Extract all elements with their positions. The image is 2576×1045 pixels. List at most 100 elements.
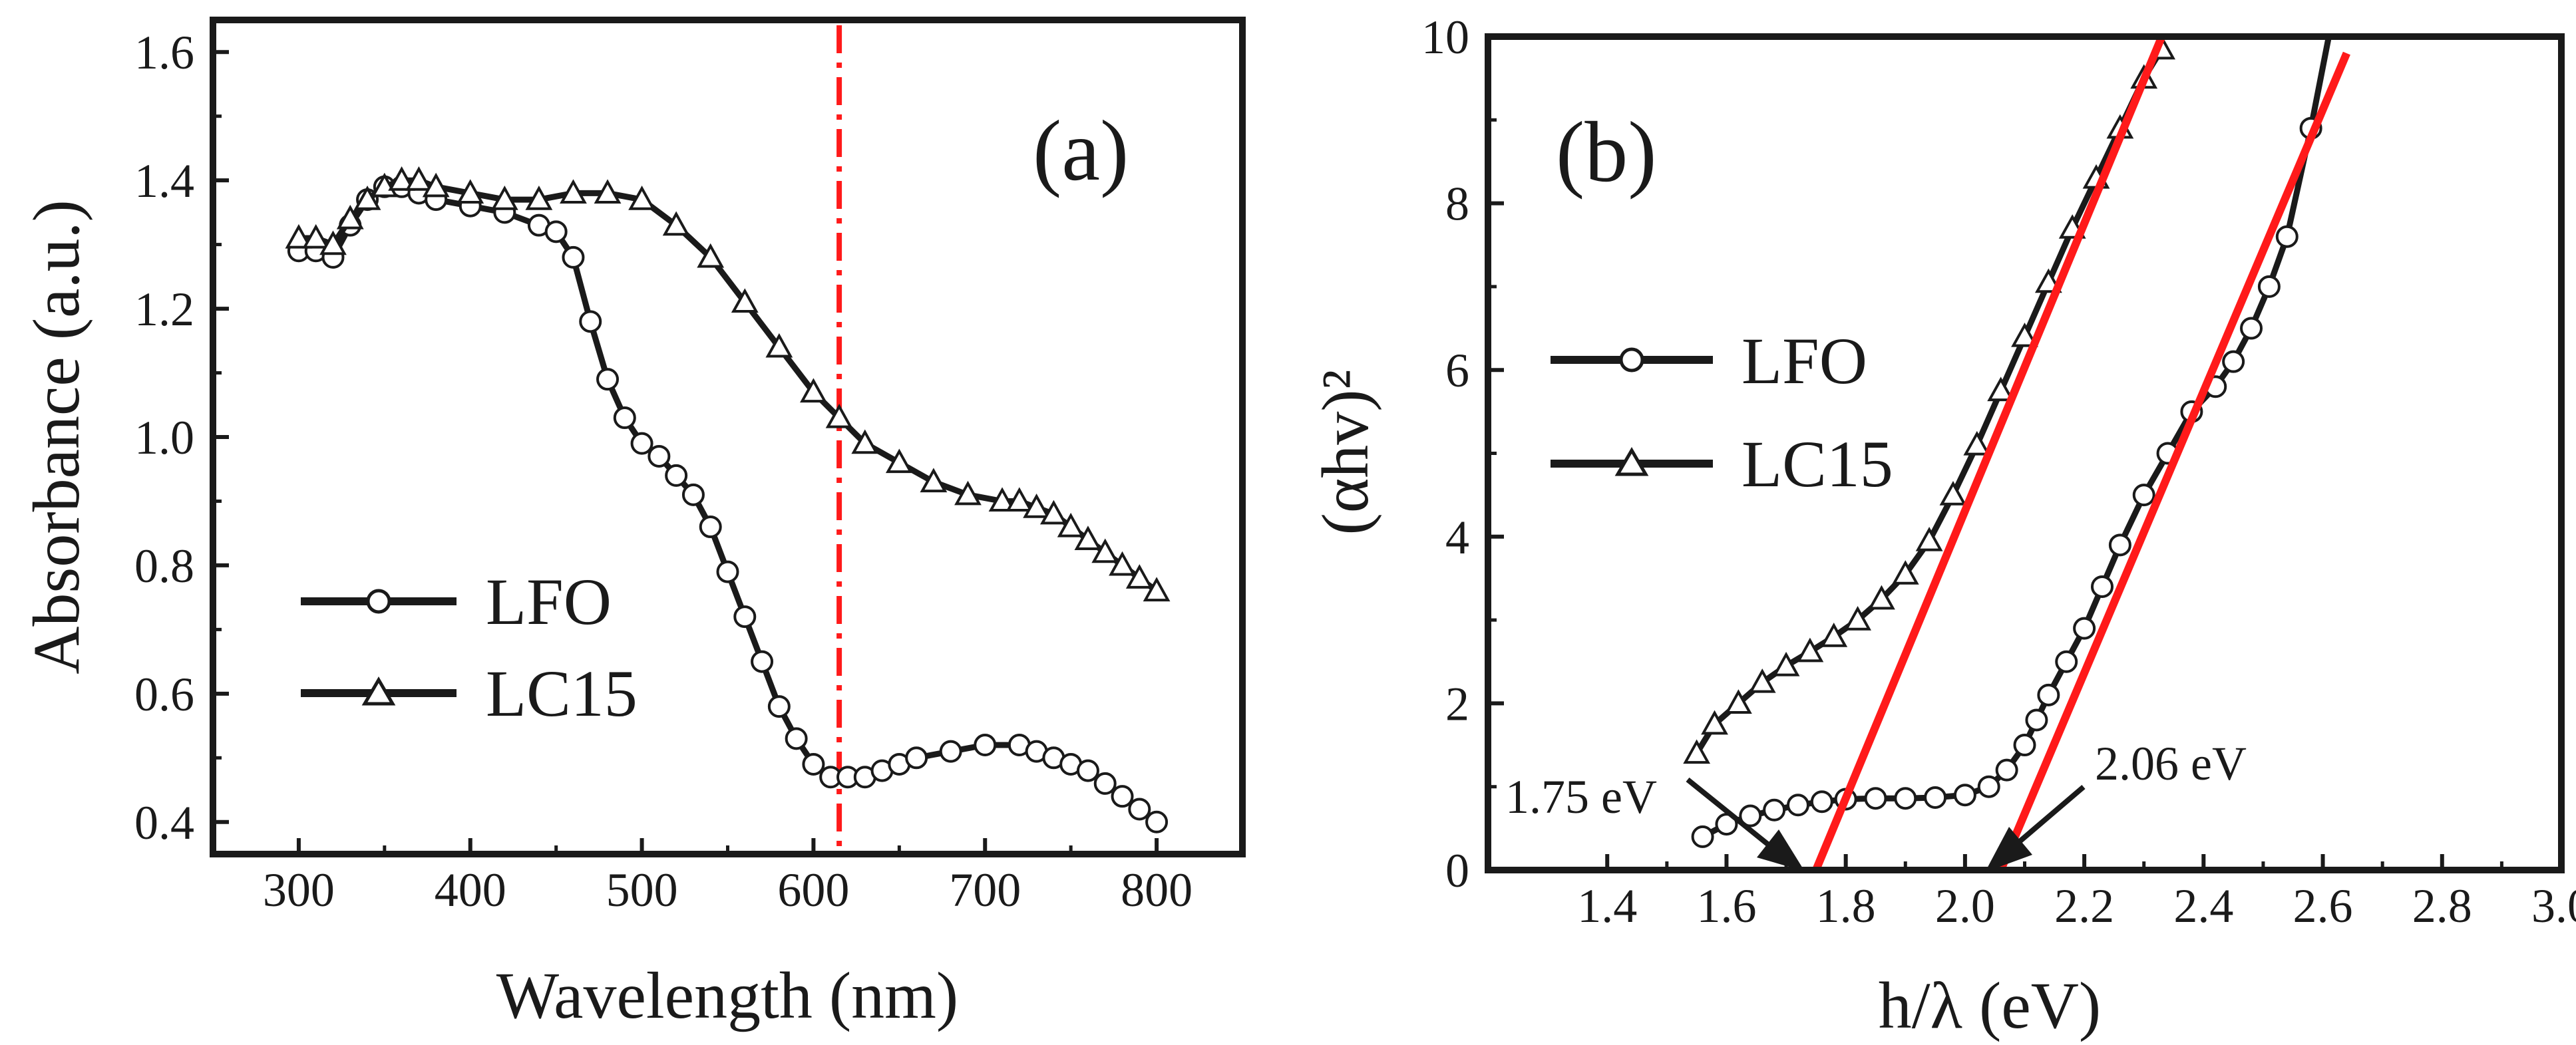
series-b-lc15-point (1748, 668, 1776, 693)
series-a-lc15-point (1039, 500, 1067, 525)
series-b-lfo-point (2025, 708, 2048, 732)
series-b-lfo-point (1786, 794, 1809, 817)
panel-b-x-tick-label: 1.8 (1816, 879, 1876, 933)
series-a-lc15-point (1091, 538, 1119, 563)
series-a-lc15-point (319, 230, 347, 255)
series-a-lc15-point (302, 224, 330, 249)
panel-a-y-tick-label: 0.8 (134, 539, 194, 593)
panel-b-plot-frame (1485, 33, 2565, 873)
legend-a-lc15-marker (361, 676, 396, 706)
panel-a-x-axis-title: Wavelength (nm) (496, 959, 958, 1032)
panel-a-ticks (213, 50, 1159, 854)
series-b-lfo-point (2257, 275, 2281, 298)
panel-b-label: (b) (1556, 104, 1657, 200)
panel-a-y-tick-label: 0.6 (134, 668, 194, 721)
series-a-lfo-point (716, 560, 739, 583)
panel-a-series (285, 166, 1171, 833)
series-b-lfo-point (2132, 484, 2155, 507)
series-a-lc15-point (851, 429, 879, 454)
series-a-lc15-point (388, 166, 416, 191)
panel-b-y-tick-label: 4 (1445, 511, 1469, 564)
series-a-lfo-point (733, 605, 757, 629)
series-a-lc15-point (731, 288, 759, 313)
panel-a-y-axis-title: Absorbance (a.u.) (19, 200, 93, 674)
panel-a-x-tick-label: 400 (435, 863, 506, 917)
panel-a-y-tick-label: 1.0 (134, 411, 194, 464)
panel-b-x-tick-label: 2.8 (2412, 879, 2472, 933)
legend-b-lfo-marker (1619, 347, 1644, 373)
series-a-lfo-point (1145, 810, 1169, 833)
annotation-2-06-ev-arrowhead (1985, 827, 2032, 872)
panel-b-y-tick-label: 0 (1445, 844, 1469, 897)
panel-b-y-tick-label: 6 (1445, 344, 1469, 397)
series-b-lfo-point (2222, 350, 2245, 373)
panel-b-legend: LFO LC15 (1551, 324, 1893, 501)
panel-b-x-axis-title: h/λ (eV) (1879, 969, 2101, 1042)
series-a-lc15-point (594, 179, 622, 204)
panel-a-legend: LFO LC15 (301, 565, 638, 730)
panel-a-y-tick-label: 1.4 (134, 154, 194, 208)
panel-b-x-tick-label: 3.0 (2531, 879, 2576, 933)
series-b-lfo-point (2055, 650, 2078, 673)
panel-a-y-tick-label: 1.6 (134, 26, 194, 79)
fit-line-lfo-fit (1997, 51, 2350, 872)
series-a-lc15-point (1006, 487, 1033, 512)
legend-a-lfo-marker (366, 589, 391, 614)
series-a-lc15-point (662, 211, 690, 236)
series-a-lc15-line (298, 177, 1159, 594)
series-a-lfo-point (1111, 785, 1134, 808)
legend-b-lfo-label: LFO (1742, 324, 1867, 398)
annotation-1-75-ev-arrowhead (1757, 829, 1805, 871)
panel-a-x-tick-label: 600 (777, 863, 849, 917)
series-b-lfo-point (1924, 786, 1947, 809)
series-a-lc15-point (765, 333, 793, 358)
annotation-2-06-ev-arrow-shaft (2009, 784, 2086, 851)
series-a-lc15-point (1109, 551, 1136, 576)
series-b-lc15-point (1724, 689, 1752, 714)
series-a-lfo-point (939, 740, 962, 763)
series-a-lfo-point (1076, 759, 1099, 782)
series-a-lc15-point (457, 179, 484, 204)
series-b-lfo-point (2037, 683, 2060, 706)
series-b-lfo-point (1864, 787, 1887, 810)
series-a-lc15-point (825, 403, 853, 428)
series-a-lc15-point (490, 185, 518, 210)
series-a-lfo-point (544, 220, 568, 243)
panel-b-x-tick-label: 1.4 (1577, 879, 1637, 933)
series-a-lfo-point (562, 245, 585, 269)
panel-a-x-tick-label: 700 (949, 863, 1021, 917)
series-b-lfo-point (2108, 533, 2131, 557)
panel-b-y-tick-label: 10 (1421, 11, 1469, 64)
series-b-lc15-point (1796, 637, 1824, 663)
panel-b-y-tick-label: 8 (1445, 178, 1469, 231)
series-b-lc15-point (1683, 739, 1711, 764)
panel-b-x-tick-label: 2.2 (2054, 879, 2114, 933)
series-b-lfo-point (1763, 798, 1786, 821)
series-a-lc15-point (628, 185, 655, 210)
panel-a-x-tick-label: 300 (263, 863, 335, 917)
series-a-lc15-point (422, 172, 450, 198)
series-b-lfo-point (2240, 317, 2263, 340)
annotation-2-06-ev: 2.06 eV (2095, 737, 2247, 790)
series-a-lfo-point (613, 406, 636, 430)
series-b-lfo-point (1953, 784, 1976, 807)
series-b-lfo-point (2073, 617, 2096, 640)
series-b-lfo-point (1995, 758, 2018, 782)
series-a-lc15-point (1125, 564, 1153, 589)
series-a-lfo-point (785, 727, 808, 750)
panel-b-tick-labels: 1.4 1.6 1.8 2.0 2.2 2.4 2.6 2.8 3.0 0 2 4 6 8 10 (1421, 11, 2576, 933)
legend-a-lfo-label: LFO (486, 565, 612, 639)
series-b-lc15-point (1868, 585, 1895, 610)
panel-b-x-tick-label: 1.6 (1696, 879, 1756, 933)
panel-a-x-tick-label: 800 (1121, 863, 1193, 917)
series-a-lfo-point (579, 310, 602, 333)
series-b-lc15-point (1891, 560, 1919, 585)
panel-b-y-axis-title: (αhv)² (1308, 370, 1382, 535)
panel-a-label: (a) (1033, 103, 1129, 199)
series-b-lc15-point (1701, 710, 1728, 735)
series-a-lc15-point (954, 480, 982, 506)
series-a-lfo-point (905, 746, 928, 770)
series-a-lc15-point (800, 378, 827, 403)
series-a-lfo-point (596, 368, 620, 391)
